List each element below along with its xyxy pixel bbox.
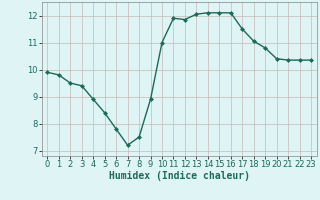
X-axis label: Humidex (Indice chaleur): Humidex (Indice chaleur) — [109, 171, 250, 181]
